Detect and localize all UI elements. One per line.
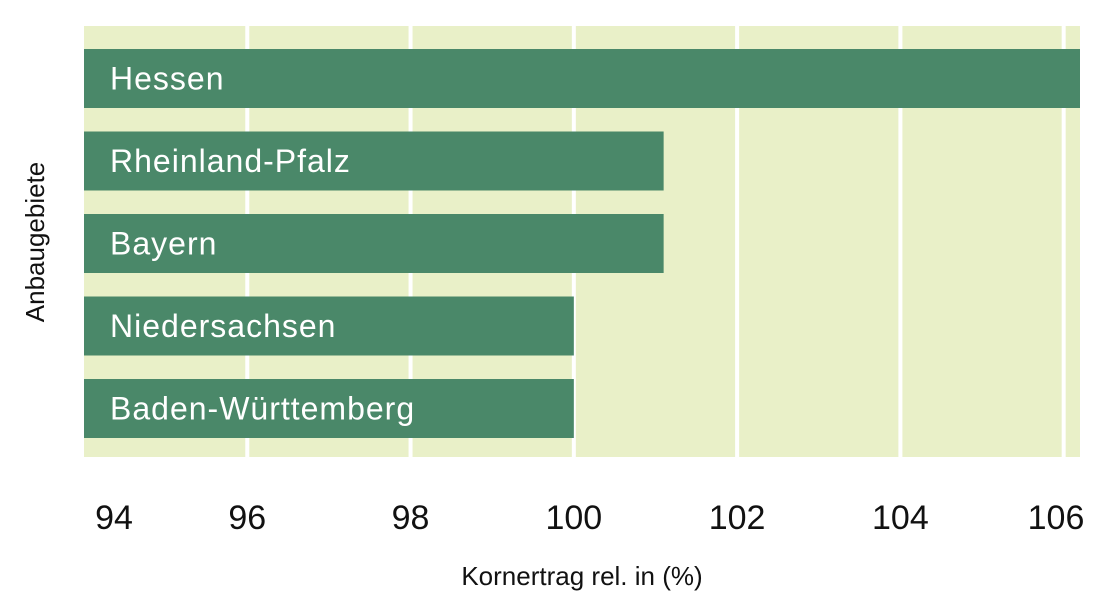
- x-axis-label: Kornertrag rel. in (%): [461, 561, 702, 591]
- x-tick-label: 104: [872, 499, 929, 537]
- bar: [84, 379, 574, 438]
- x-tick-label: 96: [228, 499, 266, 537]
- y-axis-label: Anbaugebiete: [20, 162, 50, 322]
- bar: [84, 296, 574, 356]
- bar: [84, 214, 664, 273]
- bar: [84, 131, 664, 191]
- x-tick-labels: 94 96 98 100 102 104 106: [95, 499, 1084, 537]
- bar-label: Bayern: [110, 226, 217, 262]
- x-tick-label: 102: [709, 499, 766, 537]
- bar-label: Baden-Württemberg: [110, 391, 415, 427]
- bar-label: Rheinland-Pfalz: [110, 143, 351, 179]
- x-tick-label: 106: [1028, 499, 1085, 537]
- x-tick-label: 98: [392, 499, 430, 537]
- x-tick-label: 100: [545, 499, 602, 537]
- x-tick-label: 94: [95, 499, 133, 537]
- bar-label: Hessen: [110, 61, 225, 97]
- bar: [84, 49, 1080, 108]
- bar-label: Niedersachsen: [110, 308, 336, 344]
- bars: Hessen Rheinland-Pfalz Bayern Niedersachsen…: [84, 49, 1080, 438]
